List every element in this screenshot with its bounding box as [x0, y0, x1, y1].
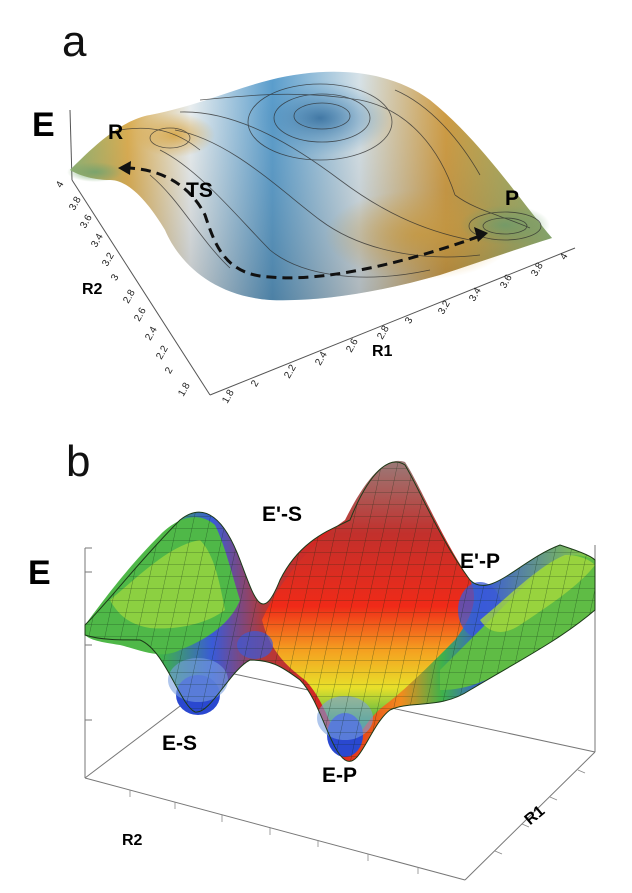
- reaction-path-arrow-end: [474, 227, 488, 242]
- reactant-label: R: [108, 121, 124, 144]
- transition-state-label: TS: [186, 179, 213, 202]
- panel-a-letter: a: [62, 17, 87, 66]
- panel-b-z-ticks: [85, 547, 92, 721]
- product-label: P: [505, 187, 520, 210]
- ep-prime-label: E'-P: [460, 550, 501, 573]
- ep-label: E-P: [322, 764, 358, 787]
- panel-a-r2-axis-title: R2: [82, 281, 103, 298]
- panel-b-energy-label: E: [28, 554, 51, 592]
- es-label: E-S: [162, 732, 198, 755]
- pes-contours: [119, 83, 542, 278]
- panel-a-surface: [67, 71, 576, 396]
- es-prime-label: E'-S: [262, 503, 303, 526]
- panel-b-floor-ticks: [129, 769, 586, 874]
- reaction-path-arrow-start: [118, 161, 131, 175]
- panel-b-r2-axis-title: R2: [122, 832, 143, 849]
- panel-b-letter: b: [66, 437, 91, 486]
- panel-a-r1-axis-title: R1: [372, 343, 393, 360]
- panel-a-energy-label: E: [32, 106, 55, 144]
- reaction-path: [124, 166, 481, 280]
